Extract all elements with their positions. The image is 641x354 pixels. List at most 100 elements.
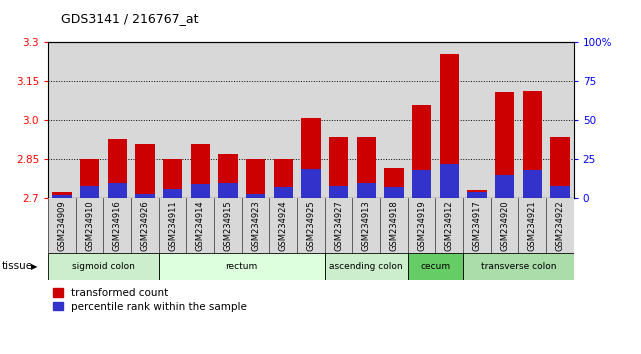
Bar: [190, 184, 210, 198]
Bar: [384, 169, 404, 198]
Bar: [467, 190, 487, 198]
Bar: [48, 253, 159, 280]
Bar: [467, 192, 487, 198]
Bar: [550, 137, 570, 198]
Bar: [103, 42, 131, 198]
Bar: [522, 170, 542, 198]
Bar: [329, 186, 348, 198]
Text: GSM234911: GSM234911: [168, 200, 177, 251]
Text: GSM234909: GSM234909: [58, 200, 67, 251]
Text: tissue: tissue: [1, 261, 33, 272]
Text: GSM234920: GSM234920: [500, 200, 509, 251]
Bar: [546, 42, 574, 198]
Text: GSM234925: GSM234925: [306, 200, 315, 251]
Bar: [412, 170, 431, 198]
Text: GSM234923: GSM234923: [251, 200, 260, 251]
Bar: [380, 198, 408, 253]
Bar: [274, 159, 293, 198]
Bar: [463, 198, 491, 253]
Legend: transformed count, percentile rank within the sample: transformed count, percentile rank withi…: [53, 289, 247, 312]
Bar: [242, 198, 269, 253]
Bar: [214, 42, 242, 198]
Bar: [440, 54, 459, 198]
Bar: [131, 198, 159, 253]
Bar: [159, 198, 187, 253]
Text: GSM234915: GSM234915: [224, 200, 233, 251]
Bar: [353, 198, 380, 253]
Bar: [408, 253, 463, 280]
Text: GSM234916: GSM234916: [113, 200, 122, 251]
Bar: [218, 183, 238, 198]
Text: transverse colon: transverse colon: [481, 262, 556, 271]
Bar: [301, 118, 320, 198]
Bar: [80, 186, 99, 198]
Text: sigmoid colon: sigmoid colon: [72, 262, 135, 271]
Bar: [52, 192, 72, 198]
Bar: [135, 144, 154, 198]
Bar: [274, 187, 293, 198]
Bar: [440, 164, 459, 198]
Bar: [242, 42, 269, 198]
Bar: [76, 198, 103, 253]
Text: GSM234910: GSM234910: [85, 200, 94, 251]
Bar: [325, 42, 353, 198]
Bar: [48, 198, 76, 253]
Bar: [463, 253, 574, 280]
Text: GSM234913: GSM234913: [362, 200, 370, 251]
Text: rectum: rectum: [226, 262, 258, 271]
Bar: [214, 198, 242, 253]
Bar: [103, 198, 131, 253]
Bar: [325, 198, 353, 253]
Bar: [491, 42, 519, 198]
Bar: [76, 42, 103, 198]
Bar: [297, 198, 325, 253]
Text: GDS3141 / 216767_at: GDS3141 / 216767_at: [61, 12, 199, 25]
Text: GSM234918: GSM234918: [389, 200, 398, 251]
Bar: [218, 154, 238, 198]
Bar: [80, 159, 99, 198]
Bar: [412, 105, 431, 198]
Bar: [356, 183, 376, 198]
Text: GSM234917: GSM234917: [472, 200, 481, 251]
Bar: [187, 198, 214, 253]
Bar: [353, 42, 380, 198]
Bar: [48, 42, 76, 198]
Bar: [301, 169, 320, 198]
Bar: [329, 137, 348, 198]
Text: ascending colon: ascending colon: [329, 262, 403, 271]
Bar: [380, 42, 408, 198]
Bar: [159, 42, 187, 198]
Bar: [522, 91, 542, 198]
Bar: [546, 198, 574, 253]
Bar: [435, 198, 463, 253]
Bar: [435, 42, 463, 198]
Bar: [495, 175, 514, 198]
Bar: [519, 42, 546, 198]
Text: GSM234926: GSM234926: [140, 200, 149, 251]
Bar: [190, 144, 210, 198]
Bar: [108, 138, 127, 198]
Bar: [163, 159, 182, 198]
Bar: [269, 198, 297, 253]
Bar: [408, 198, 435, 253]
Text: GSM234921: GSM234921: [528, 200, 537, 251]
Bar: [519, 198, 546, 253]
Text: GSM234927: GSM234927: [334, 200, 343, 251]
Bar: [269, 42, 297, 198]
Text: cecum: cecum: [420, 262, 451, 271]
Text: GSM234914: GSM234914: [196, 200, 204, 251]
Bar: [135, 194, 154, 198]
Bar: [246, 194, 265, 198]
Text: GSM234919: GSM234919: [417, 200, 426, 251]
Bar: [408, 42, 435, 198]
Text: GSM234922: GSM234922: [555, 200, 564, 251]
Bar: [159, 253, 325, 280]
Bar: [463, 42, 491, 198]
Bar: [52, 195, 72, 198]
Bar: [187, 42, 214, 198]
Bar: [131, 42, 159, 198]
Bar: [108, 183, 127, 198]
Bar: [163, 189, 182, 198]
Text: GSM234924: GSM234924: [279, 200, 288, 251]
Bar: [325, 253, 408, 280]
